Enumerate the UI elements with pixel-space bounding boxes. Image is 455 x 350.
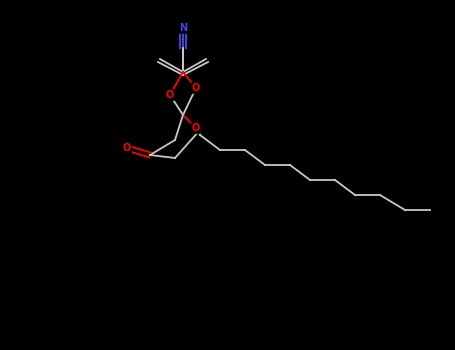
- Text: O: O: [192, 83, 200, 93]
- Text: O: O: [192, 123, 200, 133]
- Text: N: N: [179, 23, 187, 33]
- Text: O: O: [166, 90, 174, 100]
- Text: O: O: [123, 143, 131, 153]
